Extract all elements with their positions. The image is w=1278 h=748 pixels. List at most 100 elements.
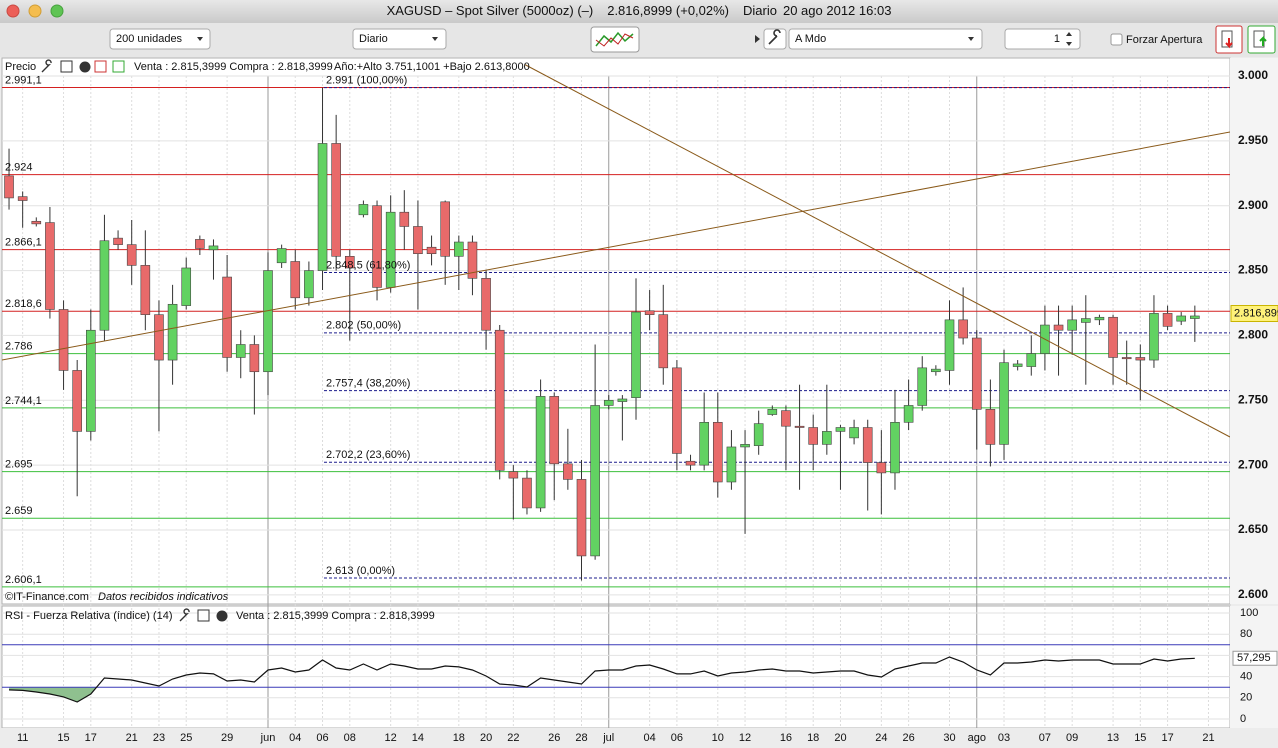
candle-body	[358, 204, 369, 216]
x-tick-label: 23	[153, 732, 165, 744]
year-range: Año:+Alto 3.751,1001 +Bajo 2.613,8000	[334, 61, 530, 73]
candle-body	[481, 278, 491, 331]
x-tick-label: 09	[1066, 732, 1078, 744]
candle-body	[1012, 363, 1023, 367]
candle-body	[835, 427, 846, 432]
candle-body	[1121, 357, 1132, 360]
candle-body	[1053, 324, 1064, 331]
candle-body	[140, 265, 151, 315]
stepper[interactable]	[1066, 32, 1072, 46]
x-tick-label: 12	[385, 732, 397, 744]
expand-arrow[interactable]	[755, 35, 760, 43]
zoom-button[interactable]	[50, 4, 64, 18]
candle-body	[208, 245, 219, 251]
header-background	[3, 59, 525, 75]
quantity-input[interactable]	[1004, 28, 1081, 50]
candle-body	[263, 270, 273, 373]
candle-body	[426, 246, 437, 255]
y-tick-label: 80	[1240, 628, 1252, 640]
y-tick-label: 3.000	[1238, 68, 1268, 82]
grid	[2, 75, 1230, 728]
y-tick-label: 20	[1240, 692, 1252, 704]
chart-type-button[interactable]	[590, 26, 640, 53]
levels	[2, 87, 1230, 588]
minimize-button[interactable]	[28, 4, 42, 18]
y-tick-label: 2.850	[1238, 263, 1268, 277]
candle-body	[467, 241, 478, 279]
x-tick-label: 03	[998, 732, 1010, 744]
candle-body	[753, 423, 764, 446]
units-select-text: 200 unidades	[116, 33, 183, 45]
candle-body	[944, 319, 955, 371]
level-label: 2.695	[5, 459, 33, 471]
candle-body	[849, 427, 859, 439]
rsi-panel	[1, 605, 1231, 729]
candle-body	[631, 311, 641, 398]
trend-line	[519, 61, 1230, 438]
x-tick-label: 15	[1134, 732, 1146, 744]
close-icon[interactable]	[216, 610, 228, 622]
datetime: 20 ago 2012 16:03	[783, 3, 891, 18]
candle-body	[999, 362, 1009, 445]
panel-quote: Venta : 2.815,3999 Compra : 2.818,3999	[236, 610, 435, 622]
rsi-axis-panel	[1230, 606, 1278, 728]
x-tick-label: 24	[875, 732, 887, 744]
wrench-icon[interactable]	[41, 59, 52, 73]
y-tick-label: 40	[1240, 670, 1252, 682]
force-open-checkbox[interactable]	[1110, 33, 1123, 46]
x-tick-label: 29	[221, 732, 233, 744]
down-icon[interactable]	[94, 60, 107, 73]
quote: 2.816,8999 (+0,02%)	[607, 3, 729, 18]
order-type-select[interactable]	[788, 28, 983, 50]
candle-body	[549, 396, 560, 465]
candle-body	[931, 368, 941, 373]
level-label: 2.786	[5, 340, 33, 352]
candle-body	[372, 205, 382, 288]
close-icon[interactable]	[79, 61, 91, 73]
window-icon[interactable]	[197, 609, 210, 622]
candle-body	[890, 422, 900, 474]
y-tick-label: 2.800	[1238, 328, 1268, 342]
level-label: 2.866,1	[5, 237, 42, 249]
wrench-icon[interactable]	[179, 608, 190, 622]
candle-body	[72, 370, 82, 432]
candle-body	[508, 471, 519, 479]
period-select[interactable]	[352, 28, 447, 50]
x-tick-label: 14	[412, 732, 424, 744]
date-axis	[0, 728, 1278, 748]
price-axis-panel	[1230, 58, 1278, 604]
candle-body	[181, 267, 192, 306]
symbol: XAGUSD – Spot Silver (5000oz) (–)	[387, 3, 594, 18]
candle-body	[1094, 316, 1105, 321]
candle-body	[99, 240, 110, 331]
candle-body	[590, 405, 600, 557]
panel-title: RSI - Fuerza Relativa (índice) (14)	[5, 610, 173, 622]
labels: Precio Venta : 2.815,3999 Compra : 2.818…	[3, 59, 1278, 744]
candle-body	[1149, 313, 1159, 361]
candle-body	[535, 396, 546, 509]
dropdown-arrow	[432, 37, 438, 41]
candle-body	[1190, 315, 1200, 319]
x-tick-label: 22	[507, 732, 519, 744]
fib-label: 2.991 (100,00%)	[326, 75, 407, 87]
candle-body	[304, 270, 314, 299]
y-tick-label: 2.650	[1238, 522, 1268, 536]
x-tick-label: 21	[1202, 732, 1214, 744]
candle-body	[1026, 353, 1037, 367]
up-icon[interactable]	[112, 60, 125, 73]
force-open-label: Forzar Apertura	[1126, 34, 1203, 46]
candle-body	[985, 409, 996, 445]
x-tick-label: 10	[712, 732, 724, 744]
close-button[interactable]	[6, 4, 20, 18]
buy-icon	[1253, 30, 1265, 48]
order-type-text: A Mdo	[795, 33, 826, 45]
units-select[interactable]	[109, 28, 211, 50]
window-icon[interactable]	[60, 60, 73, 73]
x-tick-label: 26	[548, 732, 560, 744]
candle-body	[1135, 357, 1146, 361]
candle-body	[195, 239, 205, 249]
y-tick-label: 2.950	[1238, 133, 1268, 147]
candle-body	[712, 422, 723, 483]
level-label: 2.818,6	[5, 298, 42, 310]
candle-body	[603, 399, 614, 406]
